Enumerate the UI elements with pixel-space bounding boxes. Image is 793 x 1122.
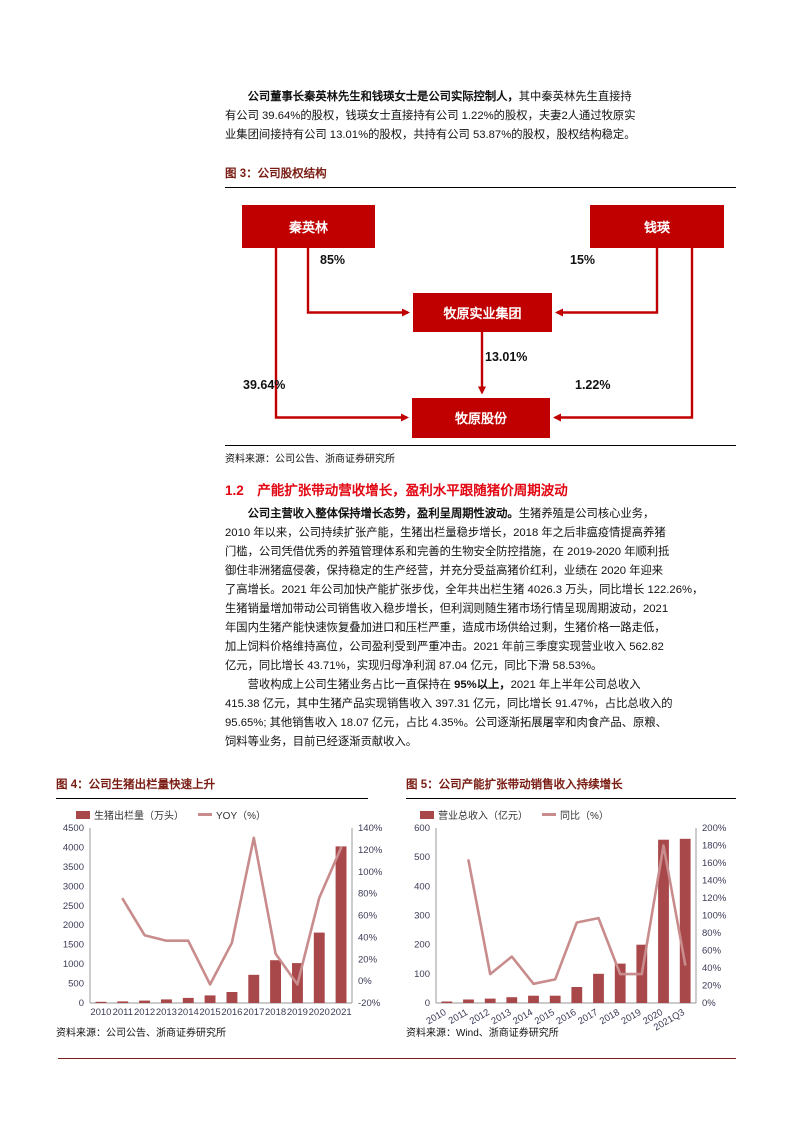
svg-text:2018: 2018 [598,1007,622,1027]
svg-text:40%: 40% [702,963,722,974]
svg-text:4000: 4000 [63,842,84,853]
svg-text:60%: 60% [358,911,378,922]
svg-text:2010: 2010 [90,1007,111,1018]
svg-text:2021: 2021 [331,1007,352,1018]
svg-text:600: 600 [414,824,430,834]
svg-text:40%: 40% [358,932,378,943]
svg-text:120%: 120% [358,845,383,856]
svg-text:160%: 160% [702,858,727,869]
svg-text:2015: 2015 [533,1007,557,1027]
svg-text:300: 300 [414,911,430,922]
svg-text:100%: 100% [702,911,727,922]
svg-text:0%: 0% [702,998,716,1009]
svg-text:2017: 2017 [576,1007,600,1027]
svg-text:2012: 2012 [134,1007,155,1018]
svg-text:120%: 120% [702,893,727,904]
svg-text:2012: 2012 [468,1007,492,1027]
svg-text:2019: 2019 [287,1007,308,1018]
svg-text:60%: 60% [702,946,722,957]
svg-text:3000: 3000 [63,881,84,892]
svg-text:0%: 0% [358,976,372,987]
svg-text:180%: 180% [702,841,727,852]
svg-text:2014: 2014 [178,1007,199,1018]
svg-text:2500: 2500 [63,901,84,912]
svg-text:80%: 80% [702,928,722,939]
svg-text:2018: 2018 [265,1007,286,1018]
svg-text:-20%: -20% [358,998,381,1009]
svg-text:2014: 2014 [511,1007,535,1027]
svg-text:100%: 100% [358,867,383,878]
svg-text:20%: 20% [358,954,378,965]
svg-text:2011: 2011 [447,1007,470,1027]
svg-text:2013: 2013 [489,1007,513,1027]
svg-text:1000: 1000 [63,959,84,970]
svg-text:2020: 2020 [309,1007,330,1018]
svg-text:2016: 2016 [554,1007,578,1027]
svg-text:0: 0 [79,998,84,1009]
svg-text:2016: 2016 [221,1007,242,1018]
svg-text:2013: 2013 [156,1007,177,1018]
svg-text:0: 0 [425,998,430,1009]
svg-text:500: 500 [414,852,430,863]
svg-text:2017: 2017 [243,1007,264,1018]
svg-text:2015: 2015 [200,1007,221,1018]
svg-text:140%: 140% [358,824,383,834]
svg-text:3500: 3500 [63,862,84,873]
svg-text:4500: 4500 [63,824,84,834]
svg-text:140%: 140% [702,876,727,887]
svg-text:2010: 2010 [424,1007,448,1027]
svg-text:80%: 80% [358,889,378,900]
svg-text:200%: 200% [702,824,727,834]
svg-text:2011: 2011 [113,1007,133,1018]
svg-text:100: 100 [414,969,430,980]
svg-text:2000: 2000 [63,920,84,931]
svg-text:200: 200 [414,940,430,951]
svg-text:500: 500 [68,979,84,990]
svg-text:2019: 2019 [619,1007,643,1027]
svg-text:1500: 1500 [63,940,84,951]
svg-text:20%: 20% [702,981,722,992]
svg-text:400: 400 [414,881,430,892]
